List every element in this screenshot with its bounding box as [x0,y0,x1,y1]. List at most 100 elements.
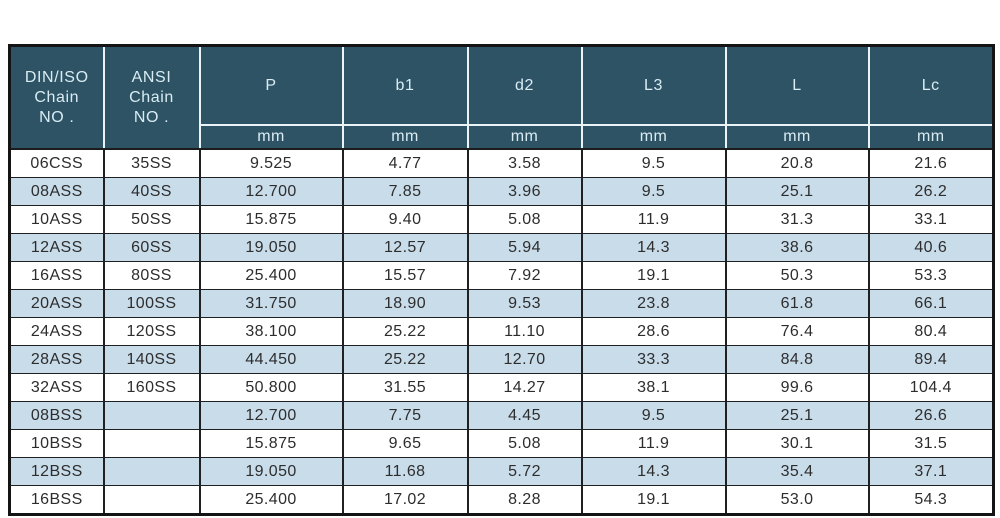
header-row-units: mm mm mm mm mm mm [10,124,995,150]
table-header: DIN/ISO Chain NO . ANSI Chain NO . P b1 … [8,44,995,150]
cell-b1: 17.02 [341,485,469,515]
cell-lc: 80.4 [867,317,995,346]
table-row: 28ASS 140SS 44.450 25.22 12.70 33.3 84.8 89.4 [8,345,995,374]
cell-l3: 9.5 [580,148,727,178]
cell-ansi: 160SS [102,373,201,402]
table-row: 16BSS 25.400 17.02 8.28 19.1 53.0 54.3 [8,485,995,515]
table-row: 10BSS 15.875 9.65 5.08 11.9 30.1 31.5 [8,429,995,458]
cell-l: 53.0 [724,485,870,515]
cell-b1: 12.57 [341,233,469,262]
cell-din: 10BSS [8,429,105,458]
header-row-main: DIN/ISO Chain NO . ANSI Chain NO . P b1 … [8,44,995,150]
cell-l3: 38.1 [580,373,727,402]
cell-lc: 40.6 [867,233,995,262]
cell-din: 10ASS [8,205,105,234]
cell-d2: 3.58 [466,148,583,178]
header-ansi-chain-no: ANSI Chain NO . [102,44,201,150]
cell-p: 25.400 [198,261,344,290]
table-row: 12BSS 19.050 11.68 5.72 14.3 35.4 37.1 [8,457,995,486]
unit-label-l3: mm [580,124,727,150]
cell-d2: 8.28 [466,485,583,515]
cell-lc: 37.1 [867,457,995,486]
cell-p: 9.525 [198,148,344,178]
unit-label-lc: mm [867,124,995,150]
cell-d2: 3.96 [466,177,583,206]
cell-ansi [102,401,201,430]
header-col-l3: L3 [580,44,727,126]
cell-b1: 9.40 [341,205,469,234]
cell-p: 19.050 [198,457,344,486]
cell-lc: 26.6 [867,401,995,430]
cell-l3: 23.8 [580,289,727,318]
cell-l: 76.4 [724,317,870,346]
cell-lc: 89.4 [867,345,995,374]
cell-d2: 5.08 [466,205,583,234]
cell-p: 38.100 [198,317,344,346]
cell-l: 38.6 [724,233,870,262]
cell-d2: 14.27 [466,373,583,402]
cell-p: 25.400 [198,485,344,515]
cell-d2: 5.72 [466,457,583,486]
table-row: 12ASS 60SS 19.050 12.57 5.94 14.3 38.6 40.6 [8,233,995,262]
unit-label-p: mm [198,124,344,150]
cell-p: 15.875 [198,429,344,458]
cell-lc: 54.3 [867,485,995,515]
cell-l: 84.8 [724,345,870,374]
cell-ansi: 40SS [102,177,201,206]
cell-d2: 5.94 [466,233,583,262]
cell-ansi [102,429,201,458]
table-row: 06CSS 35SS 9.525 4.77 3.58 9.5 20.8 21.6 [8,148,995,178]
cell-b1: 18.90 [341,289,469,318]
table-row: 08BSS 12.700 7.75 4.45 9.5 25.1 26.6 [8,401,995,430]
cell-l: 31.3 [724,205,870,234]
cell-l: 20.8 [724,148,870,178]
cell-b1: 15.57 [341,261,469,290]
cell-d2: 7.92 [466,261,583,290]
cell-lc: 53.3 [867,261,995,290]
table-row: 20ASS 100SS 31.750 18.90 9.53 23.8 61.8 66.1 [8,289,995,318]
cell-l3: 19.1 [580,261,727,290]
cell-b1: 9.65 [341,429,469,458]
cell-lc: 21.6 [867,148,995,178]
cell-p: 12.700 [198,401,344,430]
header-col-b1: b1 [341,44,469,126]
chain-spec-table: DIN/ISO Chain NO . ANSI Chain NO . P b1 … [8,44,995,516]
cell-l3: 11.9 [580,205,727,234]
cell-l: 25.1 [724,401,870,430]
cell-l: 99.6 [724,373,870,402]
unit-label-b1: mm [341,124,469,150]
cell-din: 28ASS [8,345,105,374]
header-din-iso-chain-no: DIN/ISO Chain NO . [8,44,105,150]
header-col-l: L [724,44,870,126]
cell-lc: 33.1 [867,205,995,234]
cell-ansi: 80SS [102,261,201,290]
cell-din: 12BSS [8,457,105,486]
cell-ansi [102,457,201,486]
cell-din: 12ASS [8,233,105,262]
header-col-lc: Lc [867,44,995,126]
cell-l: 61.8 [724,289,870,318]
table-row: 16ASS 80SS 25.400 15.57 7.92 19.1 50.3 53.3 [8,261,995,290]
cell-din: 08BSS [8,401,105,430]
cell-lc: 26.2 [867,177,995,206]
cell-din: 24ASS [8,317,105,346]
cell-ansi: 60SS [102,233,201,262]
cell-p: 15.875 [198,205,344,234]
cell-d2: 11.10 [466,317,583,346]
cell-l: 50.3 [724,261,870,290]
cell-din: 06CSS [8,148,105,178]
cell-lc: 31.5 [867,429,995,458]
cell-d2: 5.08 [466,429,583,458]
cell-b1: 25.22 [341,345,469,374]
cell-b1: 31.55 [341,373,469,402]
cell-ansi: 140SS [102,345,201,374]
cell-p: 31.750 [198,289,344,318]
cell-din: 08ASS [8,177,105,206]
cell-p: 19.050 [198,233,344,262]
cell-d2: 4.45 [466,401,583,430]
unit-label-l: mm [724,124,870,150]
cell-din: 16ASS [8,261,105,290]
cell-lc: 104.4 [867,373,995,402]
table-row: 10ASS 50SS 15.875 9.40 5.08 11.9 31.3 33.1 [8,205,995,234]
